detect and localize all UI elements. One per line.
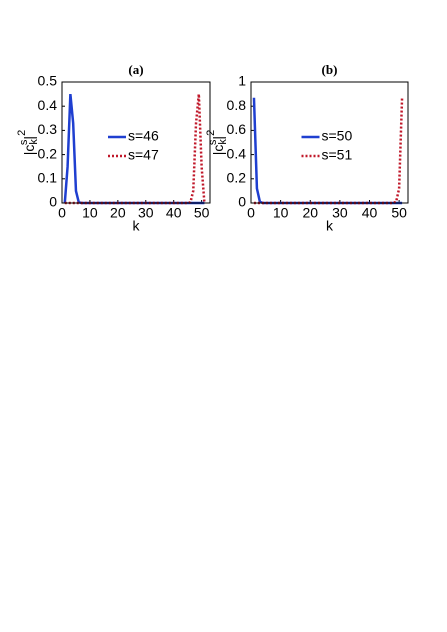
y-axis-label-part: s xyxy=(207,139,219,145)
legend-label: s=50 xyxy=(322,128,353,144)
y-tick-label: 0.4 xyxy=(227,145,247,161)
y-axis-label-part: k xyxy=(217,139,229,145)
x-tick-label: 20 xyxy=(110,205,126,221)
legend-label: s=51 xyxy=(322,147,353,163)
x-tick-label: 40 xyxy=(166,205,182,221)
chart-title: (b) xyxy=(322,62,338,77)
chart-title: (a) xyxy=(128,62,143,77)
x-tick-label: 50 xyxy=(391,205,407,221)
legend-label: s=46 xyxy=(128,128,159,144)
y-axis-label-part: |c xyxy=(210,145,226,156)
y-axis-label: |cks|2 xyxy=(205,130,229,155)
y-axis-label-part: | xyxy=(21,136,37,140)
x-axis-label: k xyxy=(133,218,141,234)
y-axis-label: |cks|2 xyxy=(16,130,40,155)
x-tick-label: 0 xyxy=(247,205,255,221)
y-axis-label-part: k xyxy=(28,139,40,145)
y-axis-label-part: | xyxy=(210,136,226,140)
y-axis-label-part: 2 xyxy=(205,130,217,136)
y-tick-label: 1 xyxy=(238,73,246,89)
y-tick-label: 0.5 xyxy=(38,73,58,89)
y-axis-label-part: |c xyxy=(21,145,37,156)
y-tick-label: 0.1 xyxy=(38,170,58,186)
y-tick-label: 0.2 xyxy=(38,145,58,161)
legend-label: s=47 xyxy=(128,147,159,163)
x-tick-label: 30 xyxy=(332,205,348,221)
x-tick-label: 10 xyxy=(82,205,98,221)
x-axis-label: k xyxy=(326,218,334,234)
x-tick-label: 10 xyxy=(273,205,289,221)
plot-frame xyxy=(250,81,409,204)
x-tick-label: 20 xyxy=(302,205,318,221)
y-tick-label: 0.4 xyxy=(38,97,58,113)
y-tick-label: 0.8 xyxy=(227,97,247,113)
plot-frame xyxy=(61,81,211,204)
y-axis-label-part: s xyxy=(18,139,30,145)
y-tick-label: 0.3 xyxy=(38,121,58,137)
x-tick-label: 0 xyxy=(58,205,66,221)
x-tick-label: 30 xyxy=(138,205,154,221)
y-axis-label-part: 2 xyxy=(16,130,28,136)
x-tick-label: 40 xyxy=(362,205,378,221)
y-tick-label: 0 xyxy=(49,194,57,210)
y-tick-label: 0 xyxy=(238,194,246,210)
y-tick-label: 0.6 xyxy=(227,121,247,137)
y-tick-label: 0.2 xyxy=(227,170,247,186)
x-tick-label: 50 xyxy=(194,205,210,221)
